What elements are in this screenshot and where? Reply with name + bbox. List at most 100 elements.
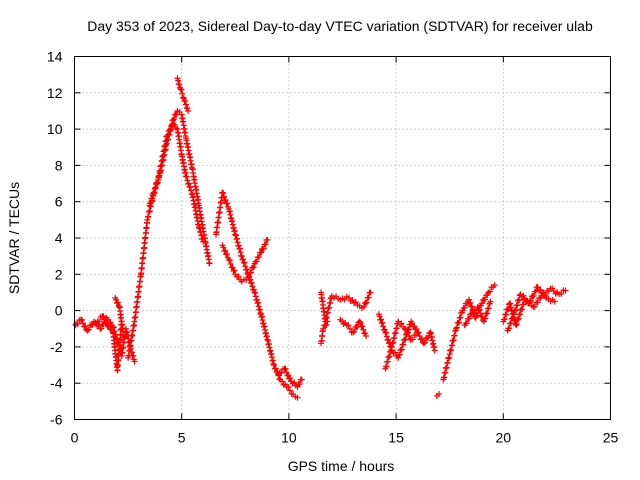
data-point-fill	[418, 335, 425, 342]
x-tick-label: 0	[71, 430, 79, 446]
data-point	[185, 107, 192, 114]
data-point-fill	[197, 228, 204, 235]
data-points	[72, 75, 569, 401]
data-point	[320, 325, 327, 332]
data-point	[491, 282, 498, 289]
data-point-fill	[461, 304, 468, 311]
data-point-fill	[422, 339, 429, 346]
data-point-fill	[463, 320, 470, 327]
data-point-fill	[178, 86, 185, 93]
data-point-fill	[147, 200, 154, 207]
data-point-fill	[224, 251, 231, 258]
data-point-fill	[467, 299, 474, 306]
data-point-fill	[240, 256, 247, 263]
data-point-fill	[196, 225, 203, 232]
data-point-fill	[484, 292, 491, 299]
y-tick-label: 0	[55, 303, 63, 319]
data-point-fill	[381, 326, 388, 333]
data-point-fill	[282, 365, 289, 372]
data-point-fill	[285, 384, 292, 391]
data-point	[177, 86, 184, 93]
data-point	[238, 253, 245, 260]
data-point-fill	[351, 328, 358, 335]
data-point-fill	[231, 267, 238, 274]
data-point-fill	[74, 320, 81, 327]
data-point-fill	[170, 116, 177, 123]
data-point-fill	[220, 244, 227, 251]
y-tick-label: 6	[55, 194, 63, 210]
data-point-fill	[537, 286, 544, 293]
data-point-fill	[103, 319, 110, 326]
x-tick-label: 10	[281, 430, 297, 446]
data-point	[360, 303, 367, 310]
data-point-fill	[176, 81, 183, 88]
data-point-fill	[272, 365, 279, 372]
data-point-fill	[365, 294, 372, 301]
data-point-fill	[540, 289, 547, 296]
data-point	[551, 298, 558, 305]
chart-title: Day 353 of 2023, Sidereal Day-to-day VTE…	[87, 18, 593, 34]
y-tick-label: 12	[47, 85, 63, 101]
data-point	[200, 238, 207, 245]
data-point	[513, 322, 520, 329]
data-point-fill	[380, 323, 387, 330]
data-point-fill	[531, 303, 538, 310]
data-point-fill	[182, 101, 189, 108]
data-point-fill	[400, 341, 407, 348]
data-point	[195, 224, 202, 231]
data-point-fill	[359, 323, 366, 330]
data-point-fill	[167, 127, 174, 134]
data-point-fill	[376, 313, 383, 320]
data-point-fill	[485, 305, 492, 312]
data-point-fill	[349, 296, 356, 303]
y-tick-label: 4	[55, 230, 63, 246]
data-point-fill	[260, 245, 267, 252]
data-point	[264, 236, 271, 243]
data-point-fill	[517, 311, 524, 318]
data-point-fill	[198, 232, 205, 239]
data-point-fill	[175, 77, 182, 84]
data-point-fill	[484, 310, 491, 317]
data-point-fill	[184, 177, 191, 184]
data-point	[414, 329, 421, 336]
data-point	[401, 325, 408, 332]
data-point-fill	[510, 314, 517, 321]
data-point	[534, 284, 541, 291]
data-point-fill	[296, 381, 303, 387]
data-point-fill	[243, 266, 250, 273]
data-point	[453, 325, 460, 332]
data-point-fill	[507, 320, 514, 327]
data-point-fill	[180, 94, 187, 101]
data-point	[435, 391, 442, 398]
data-point-fill	[352, 299, 359, 306]
x-axis-label: GPS time / hours	[288, 458, 395, 474]
data-point-fill	[249, 283, 256, 290]
data-point-fill	[250, 286, 257, 293]
data-point-fill	[357, 319, 364, 326]
x-tick-label: 25	[603, 430, 619, 446]
data-point-fill	[379, 319, 386, 326]
data-point	[350, 329, 357, 336]
grid-lines	[74, 56, 611, 420]
x-tick-label: 15	[388, 430, 404, 446]
y-tick-label: 8	[55, 157, 63, 173]
data-point-fill	[527, 297, 534, 304]
data-point-fill	[278, 378, 285, 385]
data-point-fill	[164, 132, 171, 139]
data-point-fill	[534, 299, 541, 306]
data-point-fill	[253, 258, 260, 265]
data-point-fill	[519, 306, 526, 313]
data-point-fill	[85, 326, 92, 333]
data-point-fill	[482, 296, 489, 303]
y-tick-label: -2	[50, 339, 63, 355]
y-tick-label: 14	[47, 49, 63, 65]
data-point-fill	[363, 299, 370, 306]
data-point-fill	[220, 190, 227, 197]
data-point	[356, 318, 363, 325]
y-tick-label: 2	[55, 266, 63, 282]
data-point-fill	[227, 260, 234, 267]
data-point-fill	[185, 180, 192, 187]
data-point	[131, 358, 138, 365]
data-point-fill	[182, 97, 189, 104]
data-point-fill	[262, 241, 269, 248]
